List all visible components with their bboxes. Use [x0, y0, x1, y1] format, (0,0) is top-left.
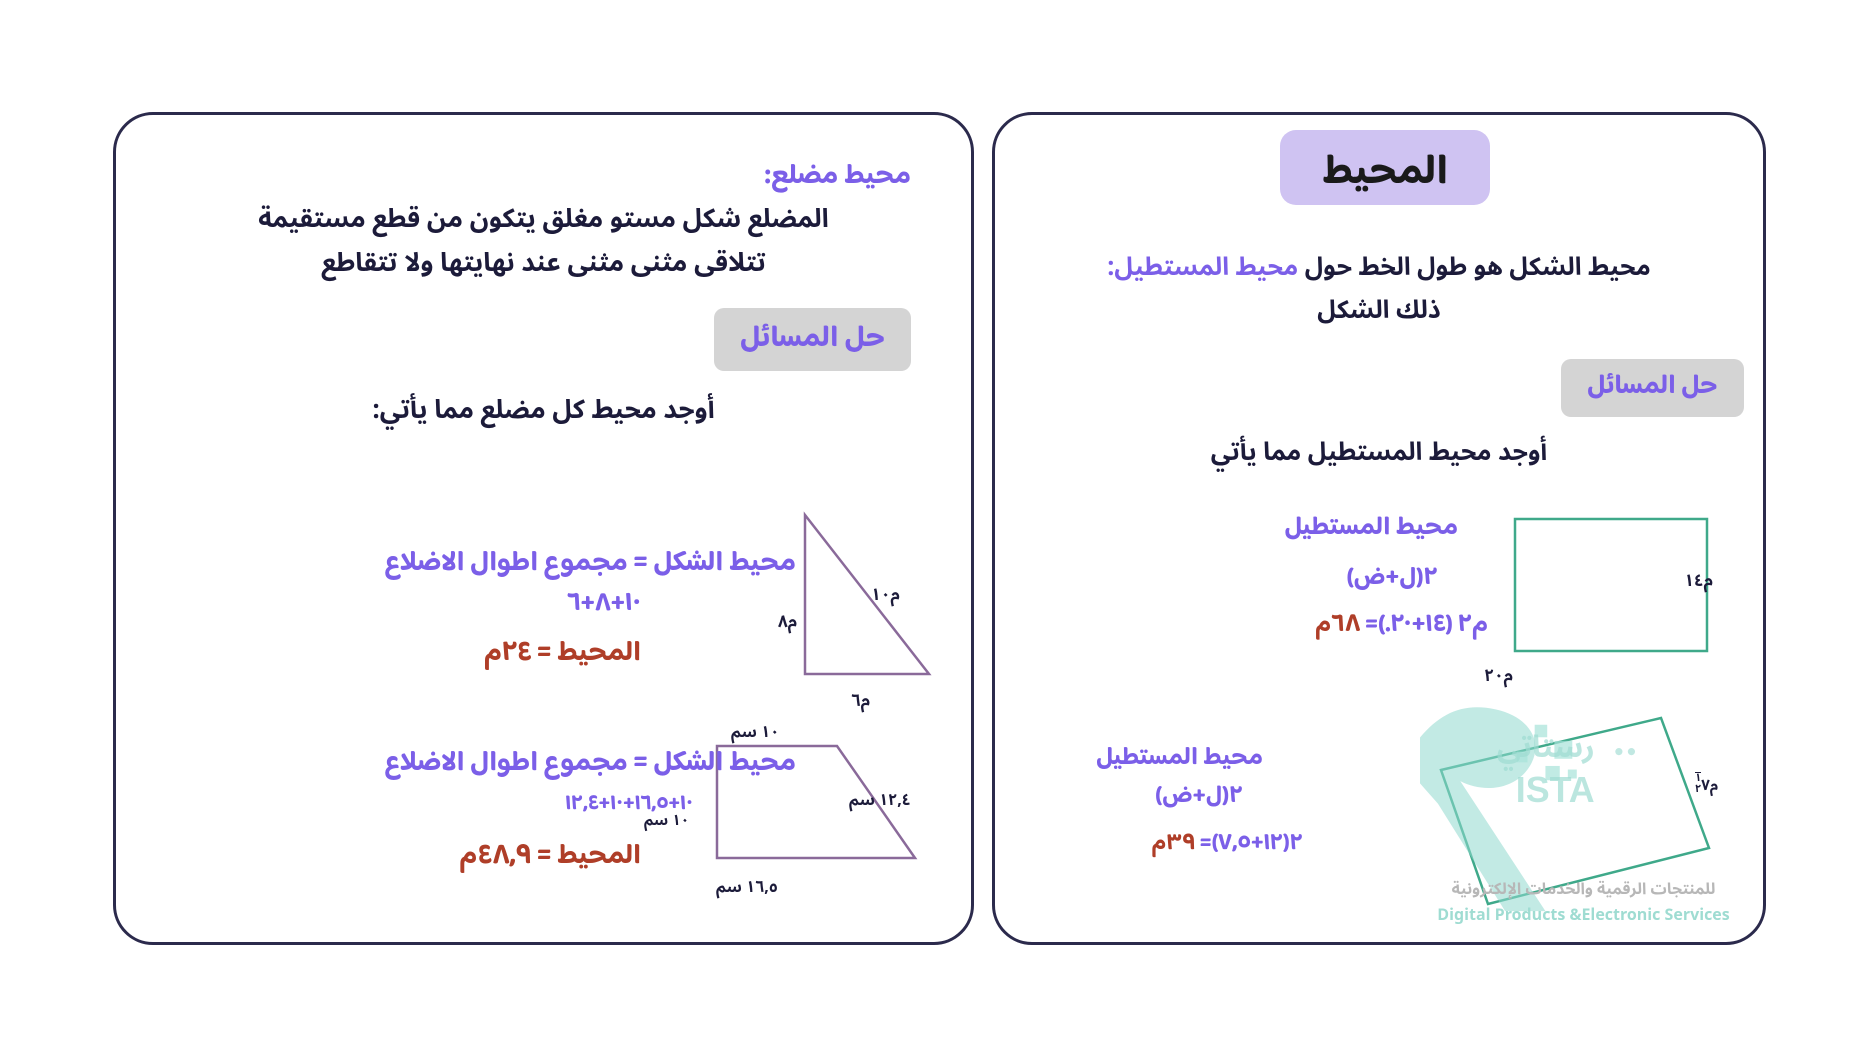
- svg-text:رستاتي: رستاتي: [1497, 716, 1595, 780]
